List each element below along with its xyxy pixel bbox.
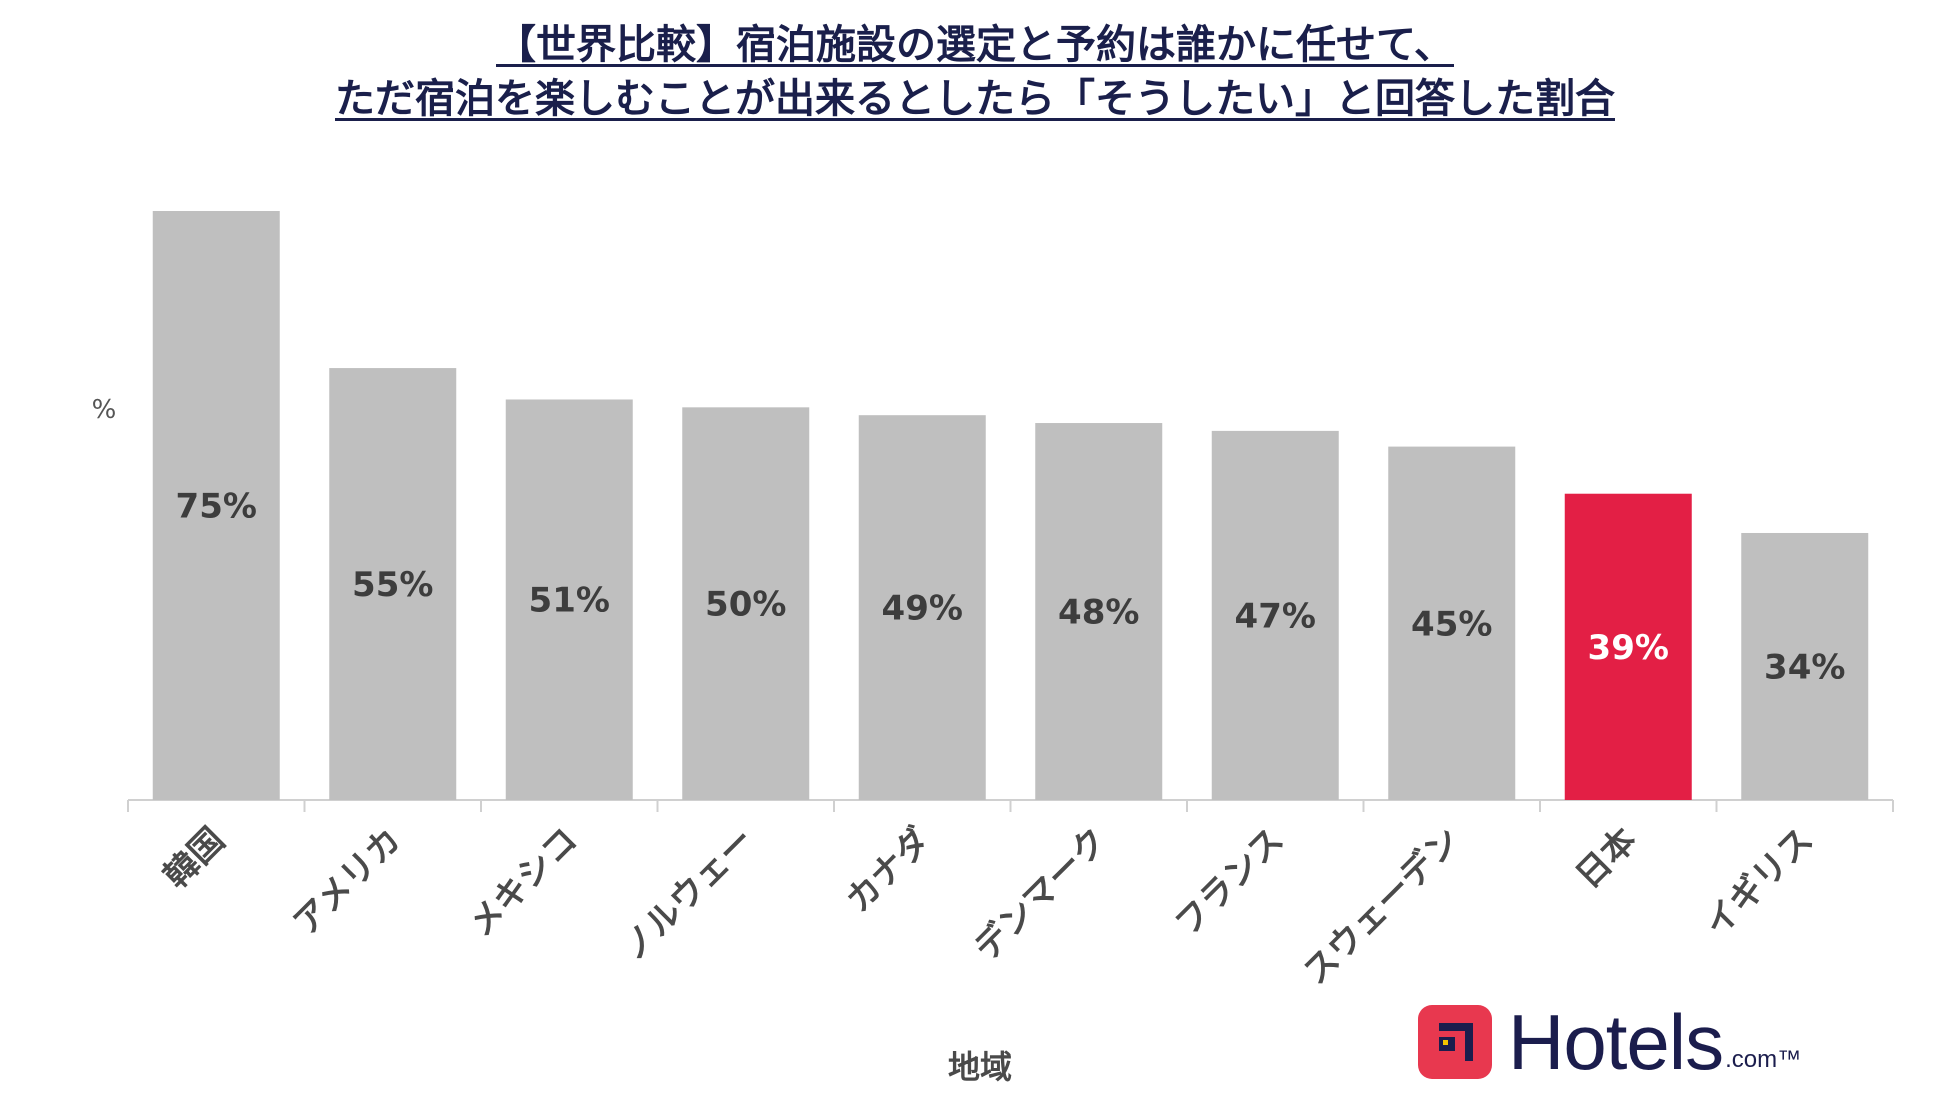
bar <box>329 368 457 800</box>
bar <box>682 407 810 800</box>
bar <box>1741 532 1869 800</box>
data-label: 45% <box>1411 604 1492 644</box>
data-label: 75% <box>176 487 257 527</box>
bar <box>1035 423 1163 800</box>
x-tick-label: メキシコ <box>461 820 585 944</box>
data-label: 48% <box>1058 593 1139 633</box>
x-tick-label: イギリス <box>1697 820 1821 944</box>
data-label: 49% <box>882 589 963 629</box>
bar <box>505 399 633 800</box>
bar <box>1388 446 1516 800</box>
x-tick-label: デンマーク <box>967 820 1115 968</box>
y-axis-label: % <box>92 395 117 425</box>
x-tick-label: フランス <box>1168 820 1292 944</box>
x-tick-label: カナダ <box>838 820 938 920</box>
hotels-com-logo: Hotels .com™ <box>1418 1002 1801 1082</box>
data-label: 55% <box>352 565 433 605</box>
bar <box>1211 430 1339 800</box>
x-axis-label: 地域 <box>948 1048 1012 1086</box>
chart-title-line2: ただ宿泊を楽しむことが出来るとしたら「そうしたい」と回答した割合 <box>335 76 1615 122</box>
bar <box>858 415 986 800</box>
x-tick-label: ノルウェー <box>614 820 762 968</box>
logo-wordmark: Hotels <box>1508 998 1724 1086</box>
data-label: 39% <box>1588 628 1669 668</box>
chart-title-line1: 【世界比較】宿泊施設の選定と予約は誰かに任せて、 <box>496 22 1454 68</box>
data-label: 51% <box>529 581 610 621</box>
logo-tld: .com™ <box>1725 1046 1802 1073</box>
x-tick-label: アメリカ <box>286 820 409 943</box>
data-label: 34% <box>1764 647 1845 687</box>
x-tick-label: スウェーデン <box>1296 820 1469 993</box>
x-tick-label: 日本 <box>1568 820 1644 896</box>
bar <box>152 211 280 800</box>
data-label: 47% <box>1235 596 1316 636</box>
bar <box>1564 493 1692 800</box>
data-label: 50% <box>705 585 786 625</box>
hotels-logo-icon <box>1418 1005 1492 1079</box>
x-tick-label: 韓国 <box>156 820 232 896</box>
chart-title: 【世界比較】宿泊施設の選定と予約は誰かに任せて、 ただ宿泊を楽しむことが出来ると… <box>0 18 1950 126</box>
